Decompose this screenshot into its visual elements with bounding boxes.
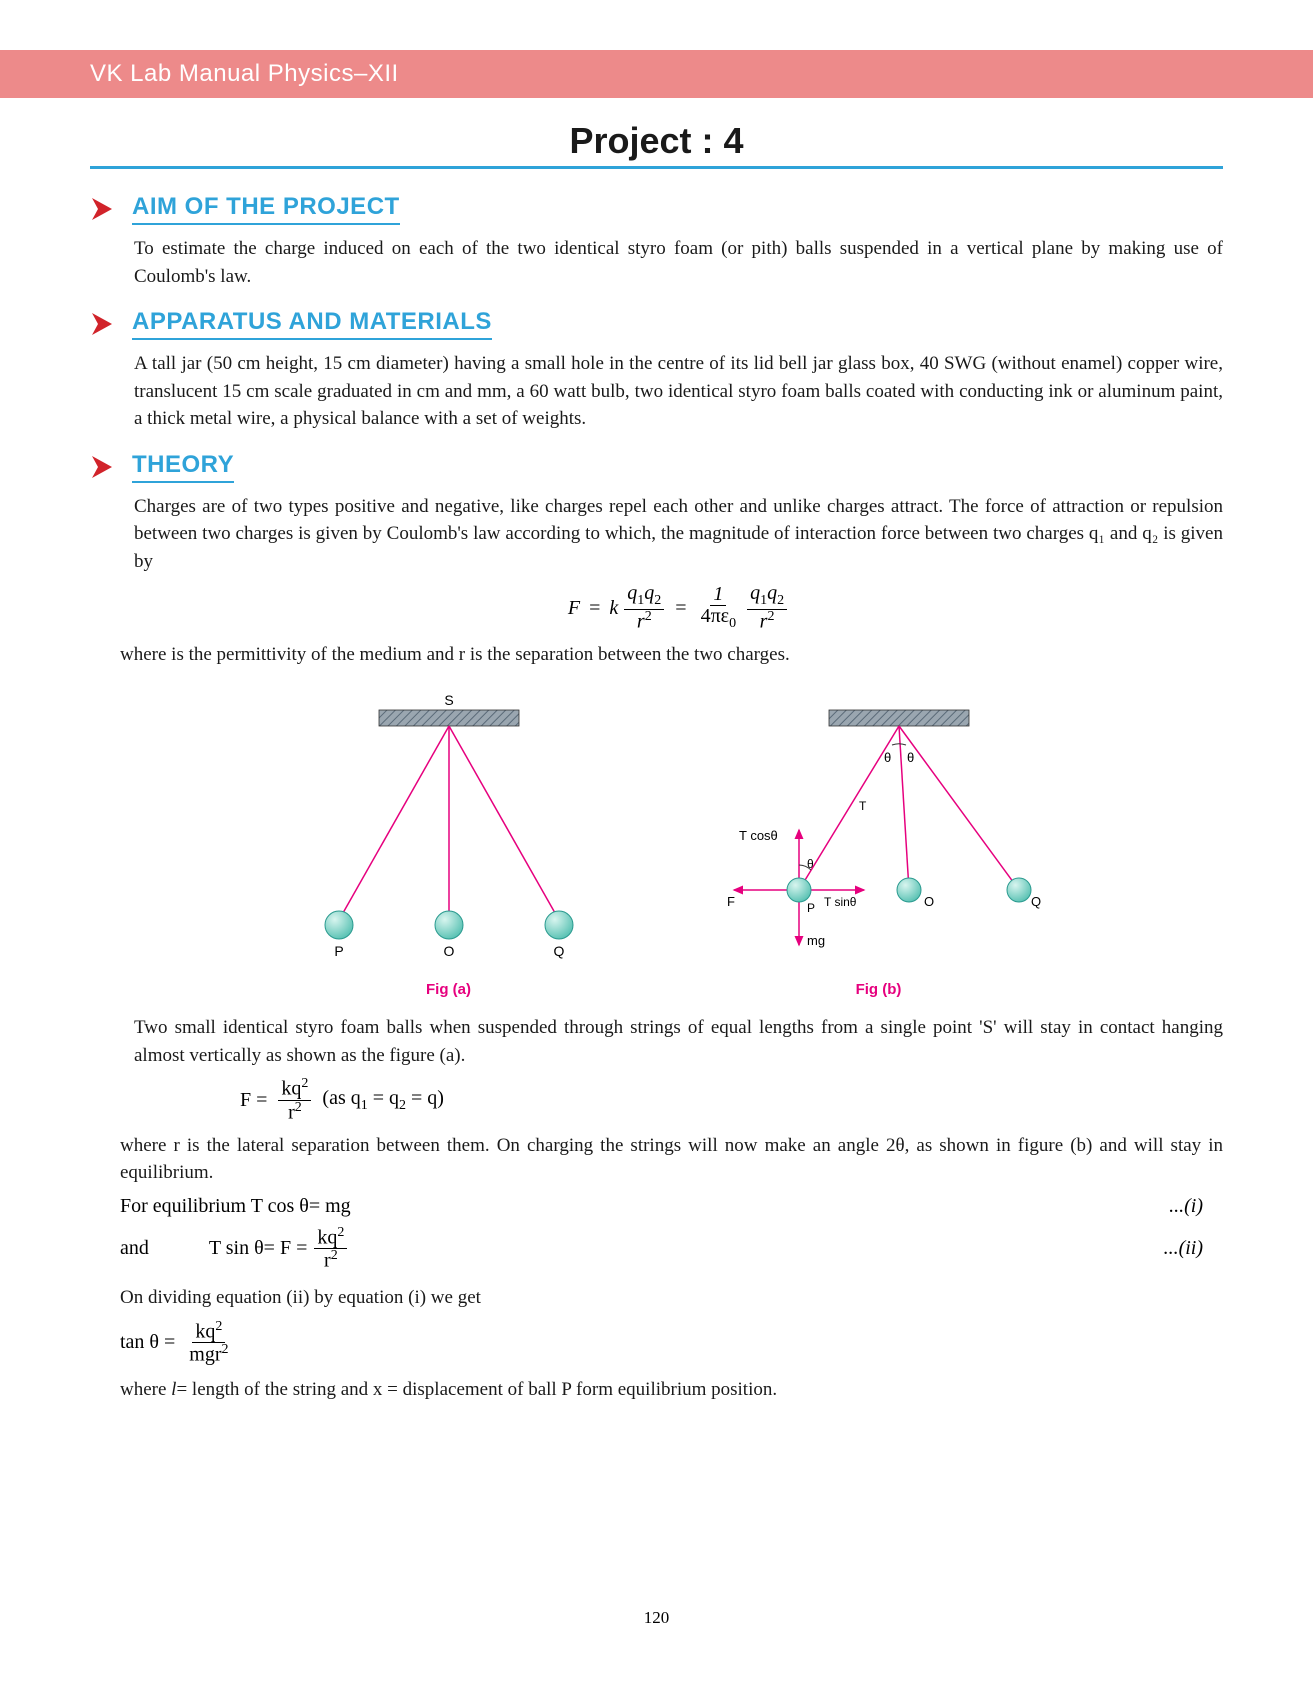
- arrow-icon: [90, 454, 116, 480]
- fig-a-caption: Fig (a): [279, 981, 619, 998]
- section-head-apparatus: APPARATUS AND MATERIALS: [90, 308, 1223, 340]
- theory-para2: Two small identical styro foam balls whe…: [134, 1014, 1223, 1069]
- apparatus-body: A tall jar (50 cm height, 15 cm diameter…: [134, 350, 1223, 433]
- tan-theta-formula: tan θ = kq2mgr2: [120, 1320, 1223, 1366]
- svg-text:T cosθ: T cosθ: [739, 828, 778, 843]
- svg-text:S: S: [444, 692, 453, 708]
- svg-text:θ: θ: [884, 750, 891, 765]
- theory-final: where l= length of the string and x = di…: [120, 1376, 1223, 1404]
- theory-after-formula2: where r is the lateral separation betwee…: [120, 1132, 1223, 1187]
- page-number: 120: [0, 1608, 1313, 1628]
- section-theory: THEORY Charges are of two types positive…: [90, 451, 1223, 1404]
- svg-text:mg: mg: [807, 933, 825, 948]
- theory-intro: Charges are of two types positive and ne…: [134, 493, 1223, 576]
- eq1-tag: ...(i): [1169, 1195, 1223, 1218]
- eq2-prefix: and: [120, 1237, 149, 1260]
- figure-b: θ θ T T cosθ θ F: [679, 690, 1079, 998]
- aim-body: To estimate the charge induced on each o…: [134, 235, 1223, 290]
- svg-text:P: P: [334, 943, 343, 959]
- arrow-icon: [90, 311, 116, 337]
- formula-f-kq2: F = kq2r2 (as q1 = q2 = q): [240, 1077, 1223, 1123]
- svg-text:Q: Q: [553, 943, 564, 959]
- section-title-wrap: THEORY: [132, 451, 234, 483]
- eq2-tag: ...(ii): [1164, 1237, 1223, 1260]
- section-title-wrap: AIM OF THE PROJECT: [132, 193, 400, 225]
- section-head-theory: THEORY: [90, 451, 1223, 483]
- section-apparatus: APPARATUS AND MATERIALS A tall jar (50 c…: [90, 308, 1223, 433]
- figure-a-svg: S P O Q: [279, 690, 619, 970]
- page: VK Lab Manual Physics–XII Project : 4 AI…: [0, 0, 1313, 1688]
- diagram-row: S P O Q Fig (a): [134, 690, 1223, 998]
- section-head-aim: AIM OF THE PROJECT: [90, 193, 1223, 225]
- svg-text:θ: θ: [907, 750, 914, 765]
- project-title-block: Project : 4: [90, 120, 1223, 169]
- svg-text:Q: Q: [1031, 894, 1041, 909]
- figure-b-svg: θ θ T T cosθ θ F: [679, 690, 1079, 970]
- svg-text:T sinθ: T sinθ: [824, 895, 857, 909]
- section-aim: AIM OF THE PROJECT To estimate the charg…: [90, 193, 1223, 290]
- coulomb-formula: F = k q1q2r2 = 14πε0 q1q2r2: [134, 583, 1223, 632]
- divide-text: On dividing equation (ii) by equation (i…: [120, 1284, 1223, 1312]
- eq1-text: For equilibrium T cos θ= mg: [120, 1195, 351, 1218]
- eq-2: and T sin θ= F = kq2r2 ...(ii): [120, 1226, 1223, 1272]
- content: AIM OF THE PROJECT To estimate the charg…: [0, 169, 1313, 1403]
- svg-text:θ: θ: [807, 857, 814, 871]
- fig-b-caption: Fig (b): [679, 981, 1079, 998]
- series-title: VK Lab Manual Physics–XII: [90, 60, 399, 88]
- project-title: Project : 4: [90, 120, 1223, 162]
- figure-a: S P O Q Fig (a): [279, 690, 619, 998]
- section-title-apparatus: APPARATUS AND MATERIALS: [132, 308, 492, 335]
- svg-text:F: F: [727, 894, 735, 909]
- theory-after-formula1: where is the permittivity of the medium …: [120, 641, 1223, 669]
- svg-text:O: O: [443, 943, 454, 959]
- eq2-text: T sin θ= F =: [209, 1237, 307, 1260]
- section-title-aim: AIM OF THE PROJECT: [132, 193, 400, 220]
- eq-1: For equilibrium T cos θ= mg ...(i): [120, 1195, 1223, 1218]
- section-title-theory: THEORY: [132, 451, 234, 478]
- arrow-icon: [90, 196, 116, 222]
- svg-text:P: P: [807, 901, 815, 915]
- header-band: VK Lab Manual Physics–XII: [0, 50, 1313, 98]
- svg-text:T: T: [859, 799, 867, 813]
- svg-text:O: O: [924, 894, 934, 909]
- section-title-wrap: APPARATUS AND MATERIALS: [132, 308, 492, 340]
